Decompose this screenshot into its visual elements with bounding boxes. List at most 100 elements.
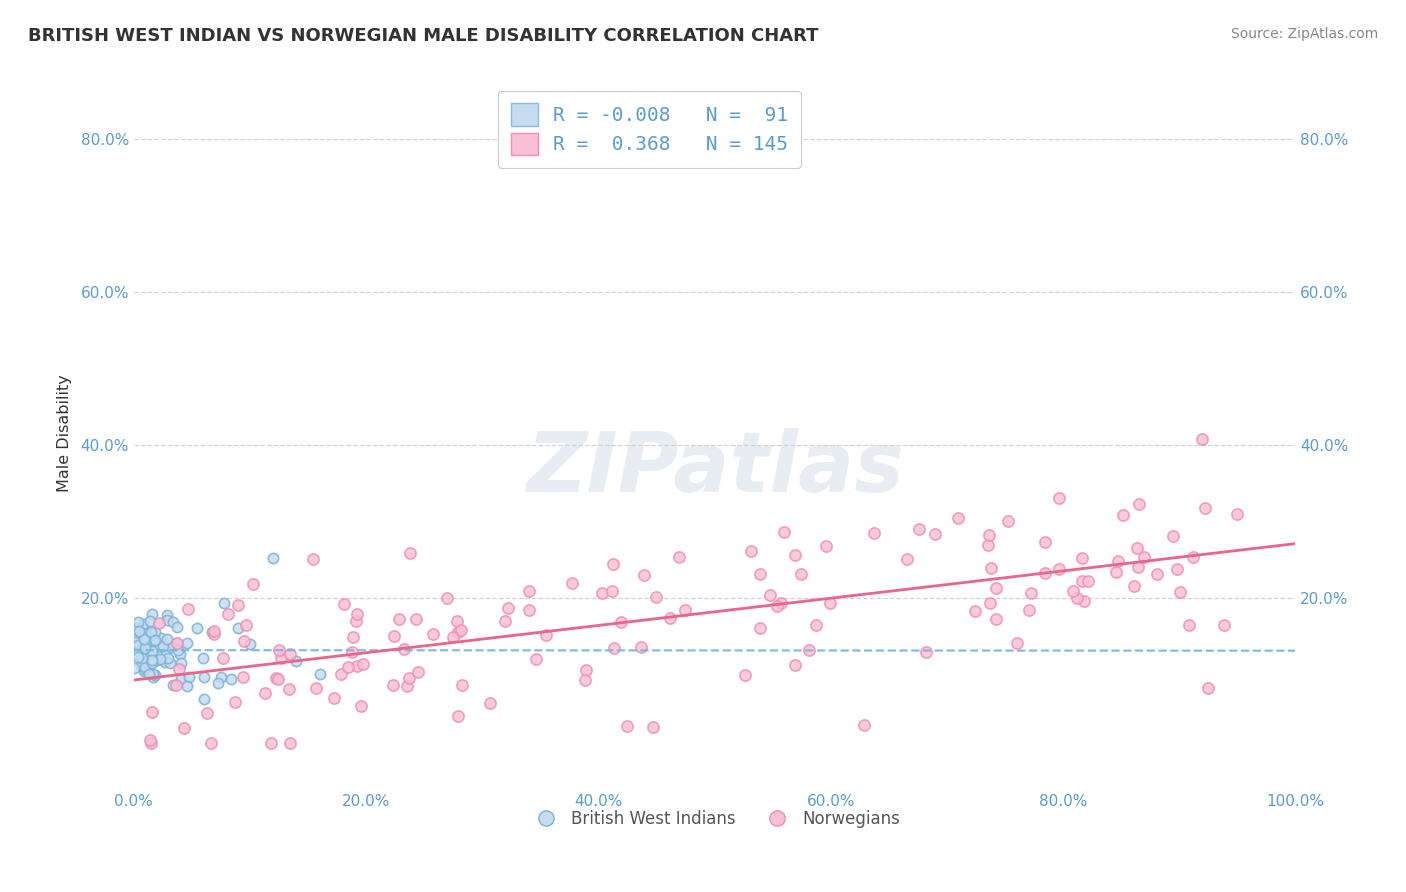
Point: [308, 667, 330, 681]
Point: [127, 615, 149, 629]
Point: [195, 706, 218, 720]
Point: [122, 661, 145, 675]
Point: [152, 639, 174, 653]
Point: [134, 662, 156, 676]
Point: [267, 672, 290, 686]
Point: [986, 581, 1008, 595]
Point: [166, 620, 188, 634]
Point: [323, 690, 346, 705]
Point: [260, 736, 283, 750]
Point: [1033, 535, 1056, 549]
Point: [342, 630, 364, 644]
Point: [262, 550, 284, 565]
Point: [177, 670, 200, 684]
Point: [139, 648, 162, 662]
Point: [479, 696, 502, 710]
Point: [1128, 497, 1150, 511]
Point: [149, 631, 172, 645]
Point: [142, 654, 165, 668]
Point: [159, 640, 181, 654]
Point: [135, 655, 157, 669]
Point: [422, 627, 444, 641]
Point: [146, 653, 169, 667]
Point: [534, 628, 557, 642]
Point: [176, 679, 198, 693]
Point: [141, 643, 163, 657]
Point: [264, 672, 287, 686]
Point: [212, 650, 235, 665]
Point: [759, 588, 782, 602]
Point: [139, 614, 162, 628]
Point: [399, 546, 422, 560]
Point: [141, 706, 163, 720]
Point: [127, 650, 149, 665]
Point: [143, 633, 166, 648]
Point: [446, 614, 468, 628]
Point: [136, 648, 159, 663]
Point: [202, 627, 225, 641]
Point: [790, 567, 813, 582]
Point: [302, 551, 325, 566]
Point: [124, 621, 146, 635]
Point: [305, 681, 328, 695]
Point: [644, 590, 666, 604]
Point: [398, 672, 420, 686]
Point: [914, 645, 936, 659]
Point: [979, 596, 1001, 610]
Point: [129, 657, 152, 672]
Point: [1194, 501, 1216, 516]
Point: [191, 650, 214, 665]
Point: [1133, 549, 1156, 564]
Point: [142, 666, 165, 681]
Point: [668, 549, 690, 564]
Point: [814, 539, 837, 553]
Point: [610, 615, 633, 629]
Point: [143, 654, 166, 668]
Point: [136, 647, 159, 661]
Point: [155, 643, 177, 657]
Point: [124, 635, 146, 649]
Point: [1191, 432, 1213, 446]
Point: [603, 640, 626, 655]
Point: [170, 672, 193, 686]
Point: [896, 552, 918, 566]
Point: [748, 567, 770, 582]
Point: [451, 678, 474, 692]
Point: [201, 624, 224, 639]
Point: [278, 681, 301, 696]
Point: [924, 527, 946, 541]
Point: [769, 596, 792, 610]
Point: [142, 670, 165, 684]
Point: [278, 647, 301, 661]
Point: [963, 604, 986, 618]
Point: [141, 653, 163, 667]
Point: [1107, 554, 1129, 568]
Point: [337, 660, 360, 674]
Point: [346, 607, 368, 621]
Point: [135, 632, 157, 647]
Point: [561, 576, 583, 591]
Point: [394, 641, 416, 656]
Point: [228, 621, 250, 635]
Point: [134, 627, 156, 641]
Point: [127, 638, 149, 652]
Point: [156, 607, 179, 622]
Point: [170, 657, 193, 671]
Point: [176, 636, 198, 650]
Point: [1123, 579, 1146, 593]
Point: [1033, 566, 1056, 580]
Point: [143, 653, 166, 667]
Point: [1168, 584, 1191, 599]
Point: [139, 625, 162, 640]
Point: [447, 625, 470, 640]
Point: [1146, 567, 1168, 582]
Point: [141, 736, 163, 750]
Point: [226, 599, 249, 613]
Point: [1178, 618, 1201, 632]
Point: [162, 678, 184, 692]
Point: [235, 618, 257, 632]
Point: [524, 651, 547, 665]
Point: [441, 630, 464, 644]
Point: [134, 660, 156, 674]
Point: [1019, 585, 1042, 599]
